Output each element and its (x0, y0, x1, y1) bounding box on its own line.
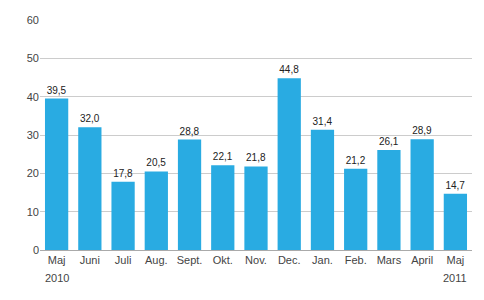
svg-text:Okt.: Okt. (213, 254, 233, 266)
svg-text:32,0: 32,0 (80, 113, 100, 124)
svg-text:30: 30 (27, 129, 39, 141)
svg-text:50: 50 (27, 52, 39, 64)
svg-text:0: 0 (33, 244, 39, 256)
svg-text:Juli: Juli (115, 254, 132, 266)
svg-text:Dec.: Dec. (278, 254, 301, 266)
svg-text:Sept.: Sept. (177, 254, 203, 266)
svg-text:Feb.: Feb. (345, 254, 367, 266)
svg-text:60: 60 (27, 14, 39, 26)
svg-text:2011: 2011 (443, 272, 467, 284)
svg-text:Jan.: Jan. (312, 254, 333, 266)
svg-text:20: 20 (27, 167, 39, 179)
svg-text:17,8: 17,8 (113, 168, 133, 179)
svg-text:Maj: Maj (48, 254, 66, 266)
svg-text:22,1: 22,1 (213, 151, 233, 162)
svg-text:20,5: 20,5 (146, 157, 166, 168)
svg-text:39,5: 39,5 (47, 85, 67, 96)
svg-text:21,8: 21,8 (246, 152, 266, 163)
svg-text:28,8: 28,8 (180, 126, 200, 137)
svg-text:40: 40 (27, 91, 39, 103)
svg-text:14,7: 14,7 (445, 180, 465, 191)
svg-text:21,2: 21,2 (346, 155, 366, 166)
svg-text:28,9: 28,9 (412, 125, 432, 136)
svg-text:April: April (411, 254, 433, 266)
svg-text:31,4: 31,4 (313, 116, 333, 127)
svg-text:Aug.: Aug. (145, 254, 168, 266)
svg-text:44,8: 44,8 (279, 64, 299, 75)
svg-text:Mars: Mars (377, 254, 402, 266)
svg-text:Juni: Juni (80, 254, 100, 266)
svg-text:Maj: Maj (447, 254, 465, 266)
svg-text:Nov.: Nov. (245, 254, 267, 266)
svg-text:2010: 2010 (45, 272, 69, 284)
svg-text:26,1: 26,1 (379, 136, 399, 147)
svg-text:10: 10 (27, 206, 39, 218)
